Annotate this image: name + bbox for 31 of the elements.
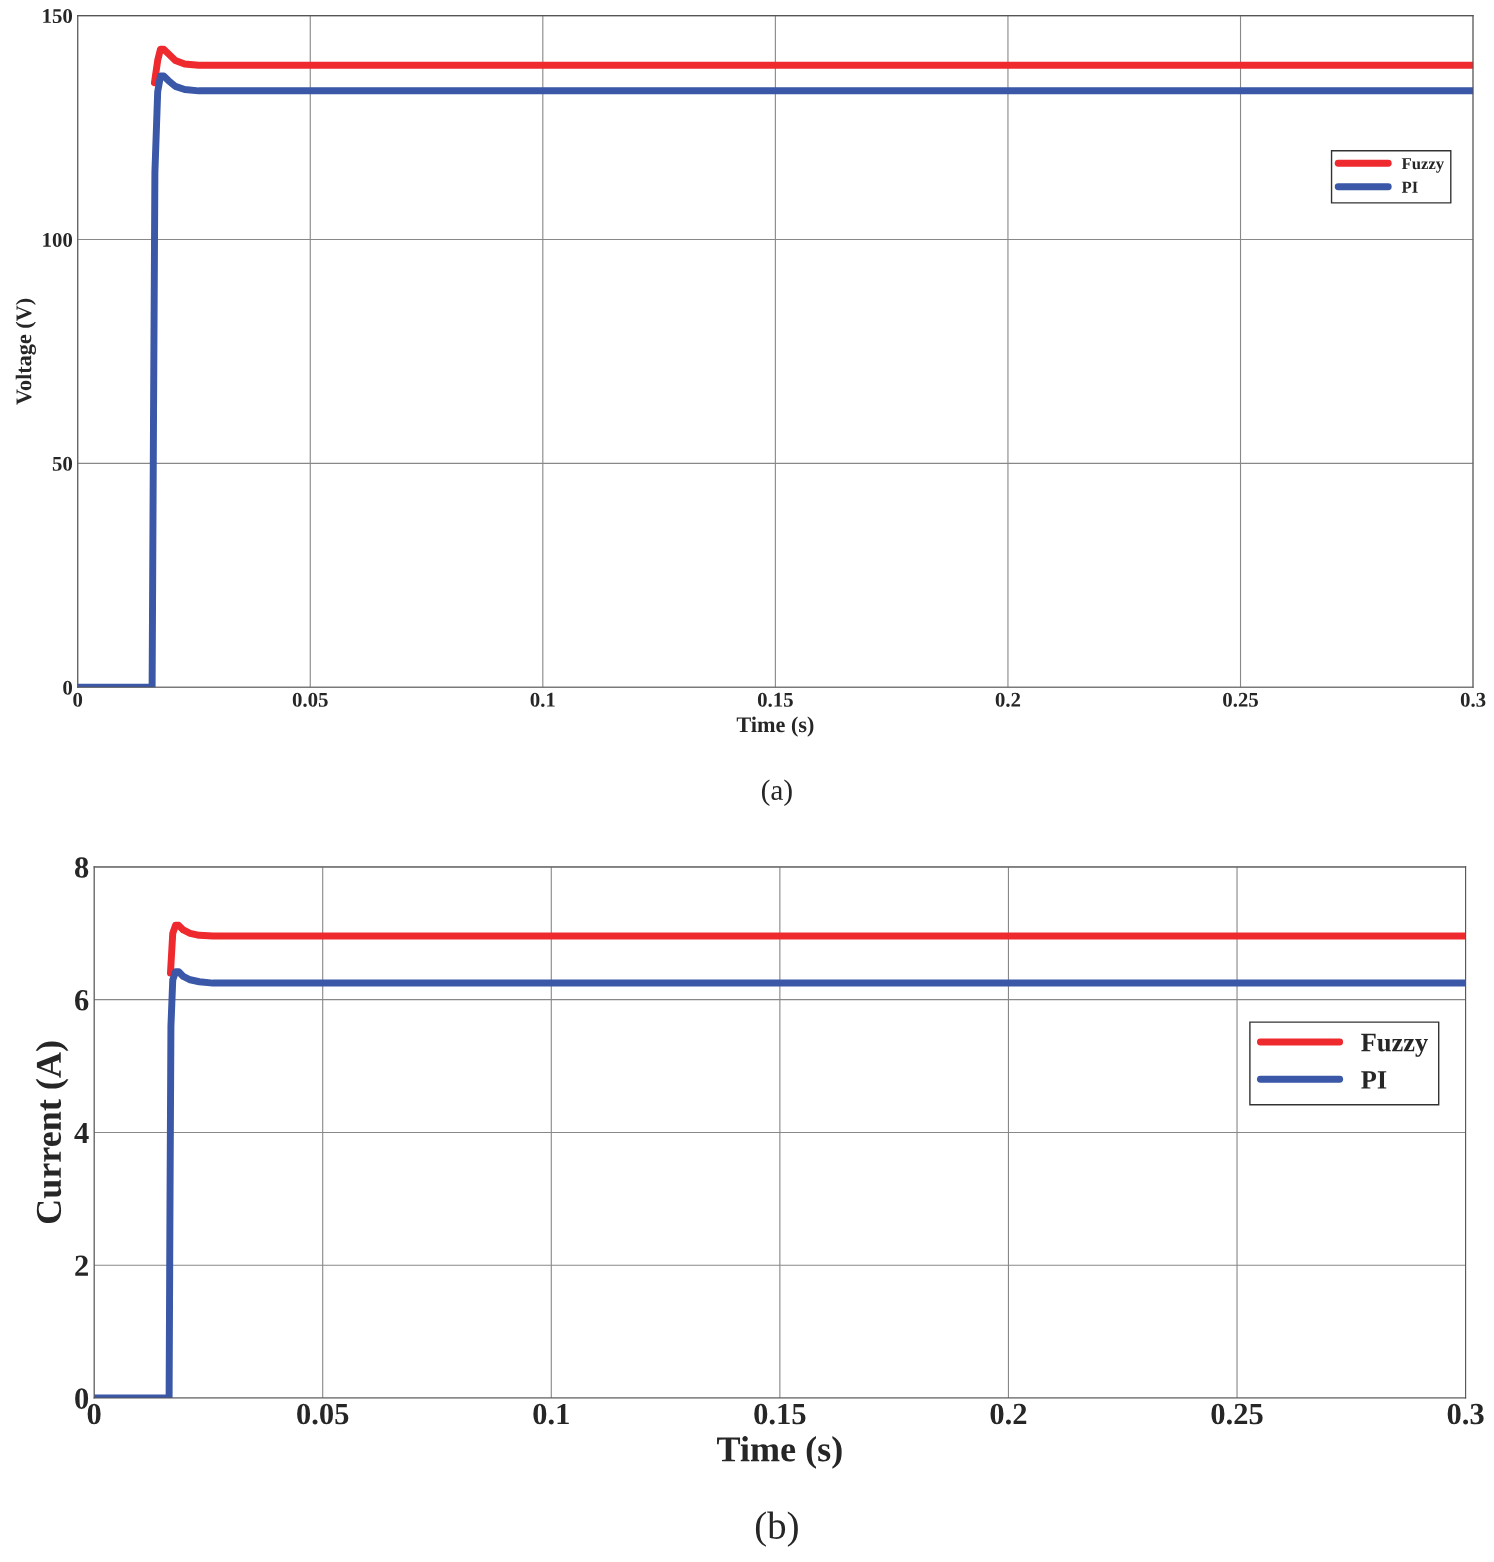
y-tick-label: 4 [74, 1122, 89, 1144]
text: (b) [755, 1511, 798, 1547]
legend-label: PI [1361, 1071, 1387, 1089]
x-tick-label: 0.1 [533, 1403, 569, 1425]
y-tick-label: 0 [63, 680, 73, 695]
x-tick-label: 0.05 [297, 1403, 349, 1425]
x-tick-label: 0.3 [1460, 692, 1486, 707]
y-tick-label: 150 [43, 8, 73, 24]
x-tick-label: 0.15 [757, 692, 793, 707]
y-axis-title: Voltage (V) [15, 298, 37, 405]
x-tick-label: 0.25 [1223, 692, 1258, 707]
x-tick-label: 0.05 [292, 692, 328, 707]
x-tick-label: 0.2 [990, 1403, 1027, 1425]
x-axis-title: Time (s) [717, 1436, 842, 1469]
x-axis-title: Time (s) [736, 716, 814, 737]
text: (a) [761, 779, 792, 806]
y-tick-label: 0 [75, 1388, 89, 1409]
legend-label: PI [1401, 181, 1418, 193]
y-tick-label: 8 [75, 857, 89, 878]
y-tick-label: 6 [75, 990, 89, 1011]
x-tick-label: 0.15 [754, 1403, 806, 1425]
x-tick-label: 0.2 [995, 692, 1021, 707]
x-tick-label: 0.25 [1211, 1403, 1263, 1425]
x-tick-label: 0.1 [530, 692, 555, 707]
y-axis-title: Current (A) [35, 1041, 69, 1224]
y-tick-label: 2 [75, 1255, 88, 1276]
x-tick-label: 0.3 [1447, 1403, 1484, 1425]
y-tick-label: 50 [52, 456, 73, 471]
legend-label: Fuzzy [1361, 1033, 1428, 1057]
legend-label: Fuzzy [1401, 158, 1444, 173]
y-tick-label: 100 [43, 232, 73, 247]
